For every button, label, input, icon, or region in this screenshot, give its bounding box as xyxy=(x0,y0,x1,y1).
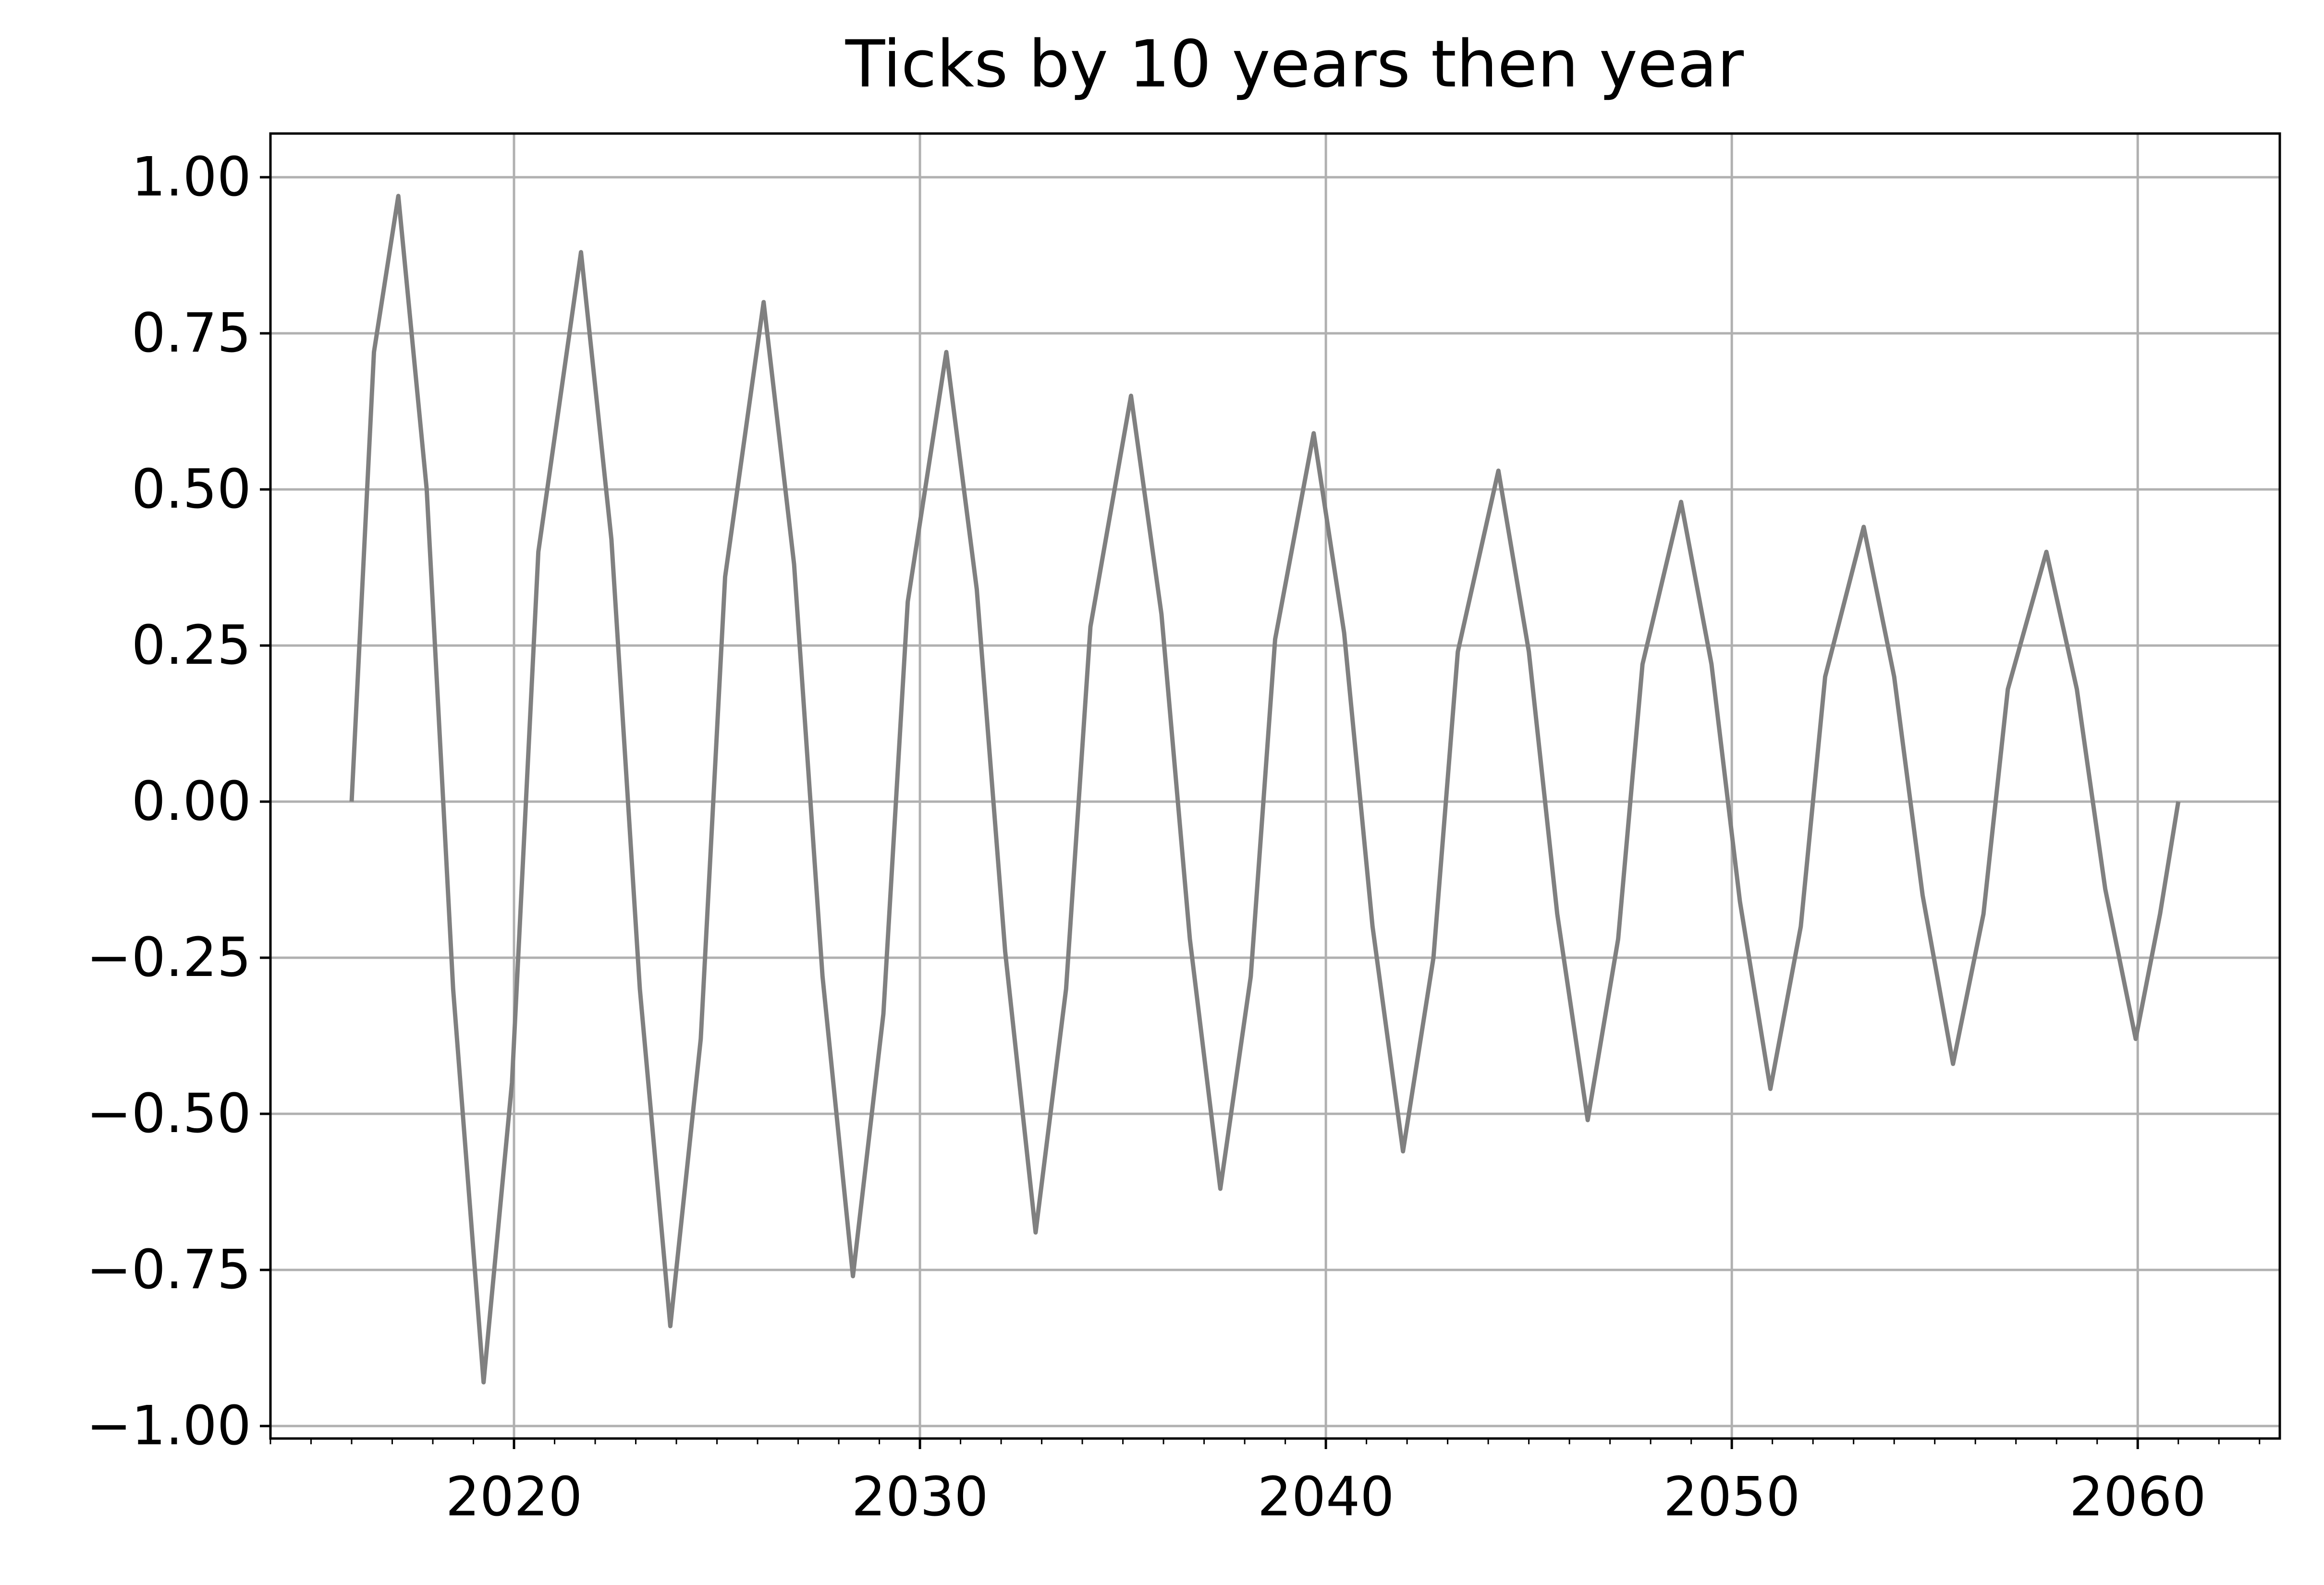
y-tick-label-3: 0.25 xyxy=(132,614,251,677)
x-tick-label-1: 2030 xyxy=(852,1466,989,1528)
x-tick-label-2: 2040 xyxy=(1258,1466,1394,1528)
grid-lines xyxy=(270,134,2280,1439)
y-tick-label-4: 0.00 xyxy=(132,770,251,833)
y-tick-label-8: −1.00 xyxy=(86,1395,251,1457)
series-line-0 xyxy=(349,194,2181,1385)
chart-title: Ticks by 10 years then year xyxy=(845,26,1744,102)
y-axis: 1.00 0.75 0.50 0.25 0.00 −0.25 −0.50 −0.75 −1.00 xyxy=(86,146,270,1457)
series-layer xyxy=(349,194,2181,1385)
plot-area-frame xyxy=(269,132,2281,1440)
x-tick-label-0: 2020 xyxy=(446,1466,583,1528)
y-tick-label-7: −0.75 xyxy=(86,1239,251,1301)
y-tick-label-2: 0.50 xyxy=(132,458,251,521)
x-tick-label-4: 2060 xyxy=(2069,1466,2206,1528)
y-tick-label-0: 1.00 xyxy=(132,146,251,208)
y-tick-label-1: 0.75 xyxy=(132,302,251,365)
x-axis: 2020 2030 2040 2050 2060 xyxy=(269,1439,2261,1528)
x-tick-label-3: 2050 xyxy=(1663,1466,1800,1528)
y-tick-label-5: −0.25 xyxy=(86,927,251,989)
y-tick-label-6: −0.50 xyxy=(86,1083,251,1145)
